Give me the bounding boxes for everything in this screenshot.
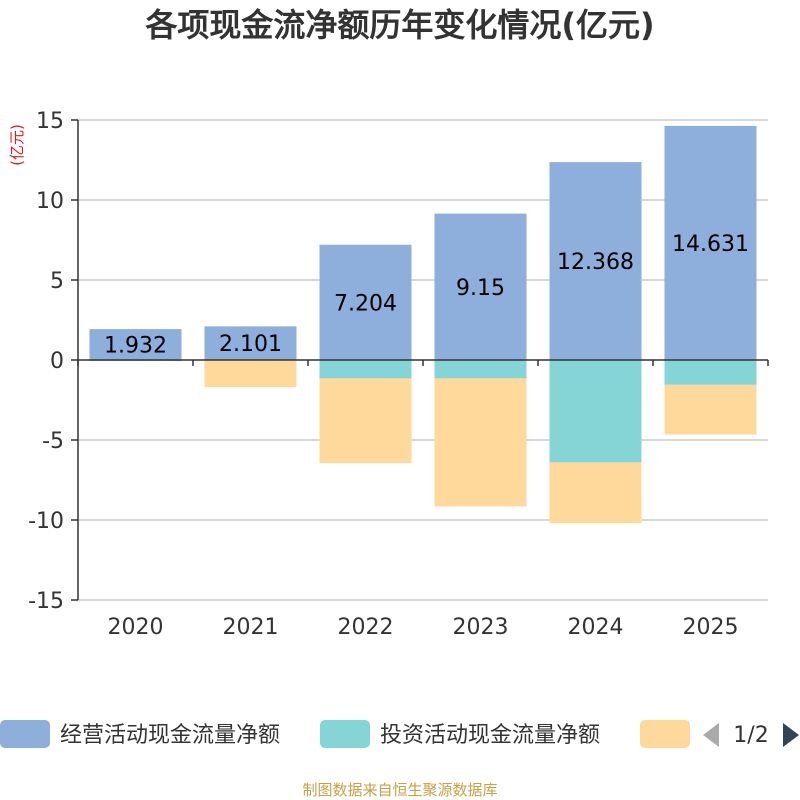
y-tick-label: -5 bbox=[42, 429, 64, 454]
bars bbox=[89, 125, 757, 524]
bar-series3-2025[interactable] bbox=[664, 384, 757, 435]
x-tick-label: 2022 bbox=[338, 615, 394, 640]
bar-series1-2021[interactable] bbox=[204, 326, 297, 360]
bar-series1-2023[interactable] bbox=[434, 213, 527, 360]
y-axis-unit-label: (亿元) bbox=[8, 124, 26, 166]
tick-labels: 15 10 5 0 -5 -10 -15 2020 2021 2022 2023 2024 2025 bbox=[28, 109, 738, 640]
data-label-2024: 12.368 bbox=[557, 250, 634, 275]
bar-series2-2023[interactable] bbox=[434, 360, 527, 379]
data-label-2020: 1.932 bbox=[104, 334, 167, 359]
data-label-2021: 2.101 bbox=[219, 332, 282, 357]
x-tick-label: 2025 bbox=[683, 615, 739, 640]
bar-series3-2021[interactable] bbox=[204, 360, 297, 388]
bar-series1-2022[interactable] bbox=[319, 244, 412, 360]
legend-next-page-icon[interactable] bbox=[783, 723, 799, 747]
y-tick-label: -10 bbox=[28, 509, 64, 534]
bar-series3-2022[interactable] bbox=[319, 378, 412, 464]
legend-label-1[interactable]: 经营活动现金流量净额 bbox=[60, 723, 280, 748]
data-label-2022: 7.204 bbox=[334, 291, 397, 316]
legend-swatch-2[interactable] bbox=[320, 720, 370, 748]
bar-series2-2022[interactable] bbox=[319, 360, 412, 379]
bar-series1-2025[interactable] bbox=[664, 125, 757, 361]
y-tick-label: 5 bbox=[50, 269, 64, 294]
legend-swatch-3[interactable] bbox=[640, 720, 690, 748]
y-tick-label: 0 bbox=[50, 349, 64, 374]
x-tick-label: 2023 bbox=[453, 615, 509, 640]
legend-label-2[interactable]: 投资活动现金流量净额 bbox=[380, 723, 600, 748]
bar-series1-2020[interactable] bbox=[89, 329, 182, 360]
bar-series3-2024[interactable] bbox=[549, 462, 642, 524]
y-tick-label: -15 bbox=[28, 589, 64, 614]
y-tick-label: 10 bbox=[36, 189, 64, 214]
x-tick-label: 2024 bbox=[568, 615, 624, 640]
data-label-2023: 9.15 bbox=[456, 276, 505, 301]
bar-series1-2024[interactable] bbox=[549, 162, 642, 360]
legend-page-indicator: 1/2 bbox=[733, 723, 768, 748]
axes bbox=[71, 119, 769, 601]
legend-swatch-1[interactable] bbox=[0, 720, 50, 748]
legend-prev-page-icon[interactable] bbox=[703, 723, 719, 747]
x-tick-label: 2021 bbox=[223, 615, 279, 640]
legend: 经营活动现金流量净额 投资活动现金流量净额 1/2 bbox=[0, 720, 799, 748]
data-labels: 1.932 2.101 7.204 9.15 12.368 14.631 bbox=[104, 232, 749, 359]
gridlines bbox=[78, 119, 768, 601]
bar-series2-2025[interactable] bbox=[664, 360, 757, 385]
bar-series3-2023[interactable] bbox=[434, 378, 527, 507]
bar-series2-2024[interactable] bbox=[549, 360, 642, 463]
data-label-2025: 14.631 bbox=[672, 232, 749, 257]
data-source-note: 制图数据来自恒生聚源数据库 bbox=[302, 781, 497, 799]
chart-title: 各项现金流净额历年变化情况(亿元) bbox=[145, 6, 654, 44]
y-tick-label: 15 bbox=[36, 109, 64, 134]
x-tick-label: 2020 bbox=[108, 615, 164, 640]
